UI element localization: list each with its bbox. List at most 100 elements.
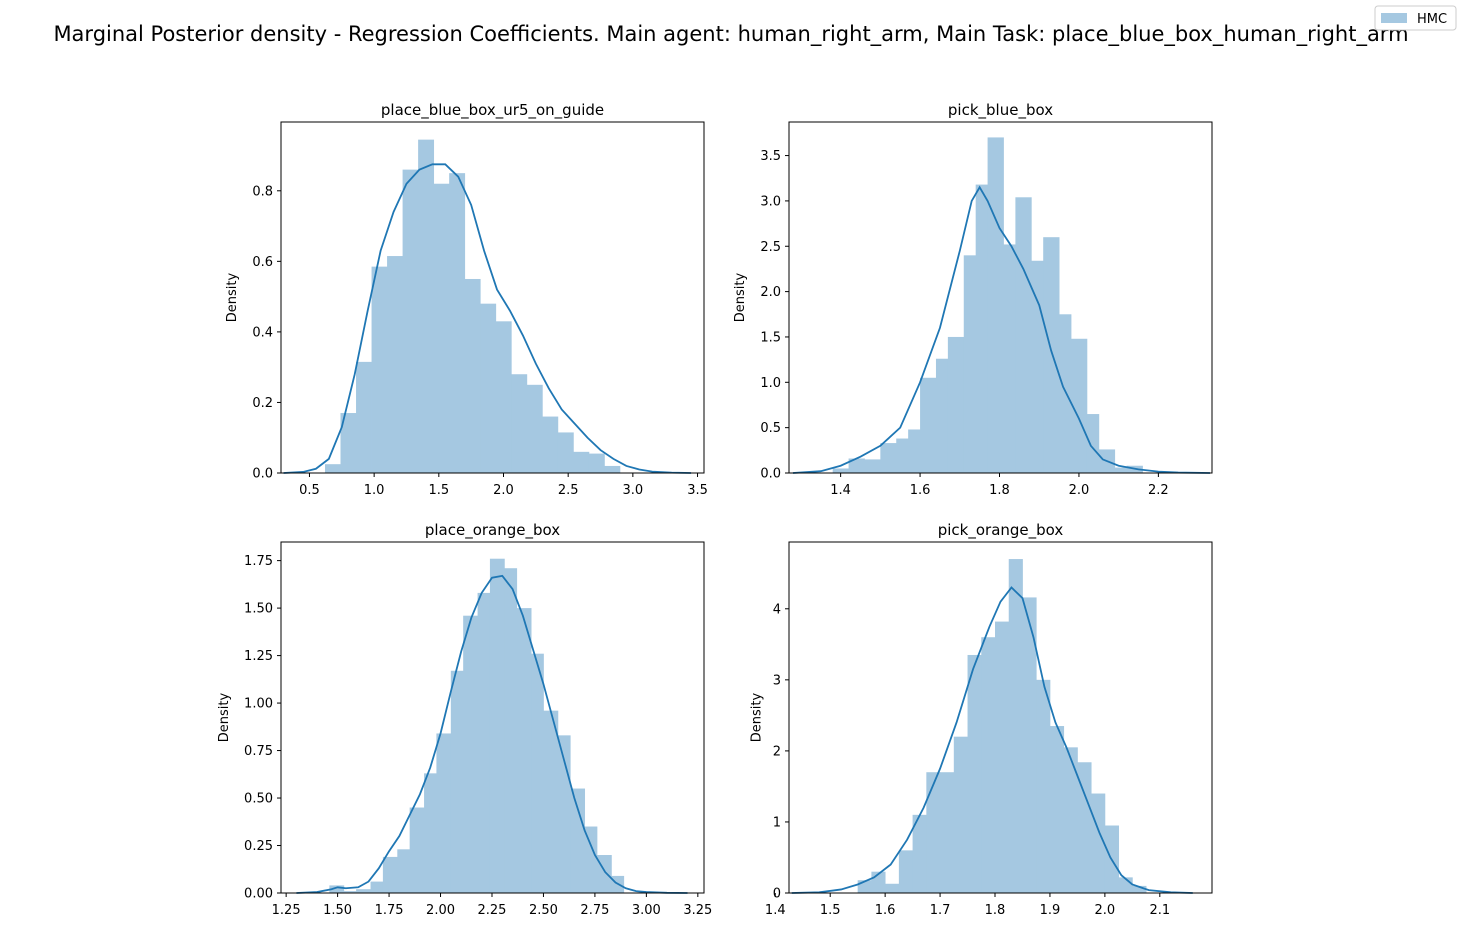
x-tick-label: 1.6 (875, 903, 896, 918)
histogram-bar (898, 850, 913, 893)
histogram-bar (1077, 762, 1092, 893)
y-tick-label: 0.5 (760, 421, 781, 436)
histogram-bar (1036, 679, 1051, 893)
histogram-bar (896, 438, 909, 473)
y-tick-label: 3.5 (760, 149, 781, 164)
histogram-bar (433, 183, 450, 474)
y-tick-label: 1 (773, 815, 781, 830)
y-tick-label: 1.00 (244, 697, 273, 712)
x-tick-label: 0.5 (299, 483, 320, 498)
x-tick-label: 2.0 (1095, 903, 1116, 918)
histogram-bar (967, 654, 982, 893)
histogram-bar (436, 733, 452, 893)
y-tick-label: 0.0 (760, 467, 781, 482)
y-tick-label: 0.0 (252, 467, 273, 482)
histogram-bar (848, 458, 865, 473)
histogram-bar (947, 336, 965, 473)
y-tick-label: 0 (773, 887, 781, 902)
kde-line (296, 574, 688, 894)
histogram-bar (450, 670, 464, 893)
y-tick-label: 0.8 (252, 184, 273, 199)
x-tick-label: 1.9 (1040, 903, 1061, 918)
x-tick-label: 2.25 (478, 903, 507, 918)
legend-swatch (1381, 13, 1407, 23)
x-tick-label: 1.8 (985, 903, 1006, 918)
histogram-bar (343, 891, 357, 893)
x-tick-label: 2.50 (529, 903, 558, 918)
y-tick-label: 1.0 (760, 376, 781, 391)
histogram-bar (573, 451, 590, 473)
histogram-bar (1043, 237, 1060, 473)
x-tick-label: 2.5 (558, 483, 579, 498)
histogram-bar (981, 637, 996, 893)
x-tick-label: 1.0 (364, 483, 385, 498)
histogram-bar (912, 814, 927, 893)
histogram-bar (995, 621, 1010, 893)
y-axis-label: Density (750, 692, 765, 742)
histogram-bar (489, 558, 505, 893)
histogram-bar (1015, 197, 1032, 473)
histogram-bar (1063, 747, 1078, 893)
histogram-bar (504, 568, 518, 893)
histogram-bar (387, 256, 403, 473)
histogram-bar (464, 278, 481, 473)
subplot-place-blue-box-ur5-on-guide: 0.5 1.0 1.5 2.0 2.5 3.0 3.5 0.0 0.2 0.4 0.6 0.8 plac… (225, 101, 708, 498)
x-tick-label: 2.2 (1148, 483, 1169, 498)
histogram-bar (340, 413, 357, 473)
y-tick-label: 0.2 (252, 396, 273, 411)
axes-frame (788, 541, 1213, 894)
histogram-bar (880, 443, 897, 473)
x-tick-label: 3.00 (632, 903, 661, 918)
histogram-bar (1008, 559, 1023, 893)
x-tick-label: 1.5 (820, 903, 841, 918)
y-tick-label: 2 (773, 744, 781, 759)
x-tick-label: 1.4 (765, 903, 786, 918)
histogram-bar (1049, 726, 1065, 893)
histogram-bar (424, 773, 437, 893)
histogram-bar (531, 653, 544, 893)
histogram-bar (935, 358, 949, 473)
axes-frame (280, 121, 705, 474)
histogram-bar (926, 772, 941, 893)
histogram-bar (940, 772, 955, 893)
histogram-bar (920, 377, 937, 473)
histogram-bar (570, 788, 586, 893)
y-tick-label: 3 (773, 673, 781, 688)
y-tick-label: 0.4 (252, 325, 273, 340)
histogram-bar (864, 459, 881, 473)
histogram-bar (370, 881, 384, 893)
histogram-bar (908, 429, 921, 473)
histogram-bar (1071, 338, 1088, 473)
histogram-bar (1114, 467, 1128, 473)
subplot-title: place_orange_box (425, 521, 560, 540)
x-tick-label: 1.4 (830, 483, 851, 498)
histogram-bar (526, 384, 543, 473)
histogram-bar (542, 416, 559, 473)
histogram-bar (324, 464, 341, 473)
histogram-bar (987, 137, 1004, 474)
y-tick-label: 2.5 (760, 240, 781, 255)
x-tick-label: 3.0 (623, 483, 644, 498)
x-tick-label: 1.8 (989, 483, 1010, 498)
y-tick-label: 0.50 (244, 792, 273, 807)
histogram-bar (604, 465, 621, 473)
histogram-bar (356, 889, 371, 893)
subplot-title: place_blue_box_ur5_on_guide (381, 101, 604, 120)
subplot-title: pick_blue_box (948, 101, 1053, 120)
histogram-bar (480, 303, 497, 473)
histogram-bar (1022, 597, 1037, 893)
histogram-bar (588, 453, 605, 473)
axes-frame (788, 121, 1213, 474)
subplot-pick-blue-box: 1.4 1.6 1.8 2.0 2.2 0.0 0.5 1.0 1.5 2.0 2.5 3.0 3.5 p… (733, 101, 1213, 498)
histogram-bar (1059, 314, 1072, 473)
histogram-bar (463, 615, 478, 893)
histogram-bar (397, 849, 411, 893)
y-tick-label: 4 (773, 602, 781, 617)
subplot-place-orange-box: 1.25 1.50 1.75 2.00 2.25 2.50 2.75 3.00 3.25 0.00… (217, 521, 713, 918)
y-axis-label: Density (217, 692, 232, 742)
histogram-bar (1086, 414, 1100, 473)
histogram-bar (543, 710, 559, 893)
y-tick-label: 1.75 (244, 554, 273, 569)
x-tick-label: 1.25 (272, 903, 301, 918)
x-tick-label: 2.0 (493, 483, 514, 498)
